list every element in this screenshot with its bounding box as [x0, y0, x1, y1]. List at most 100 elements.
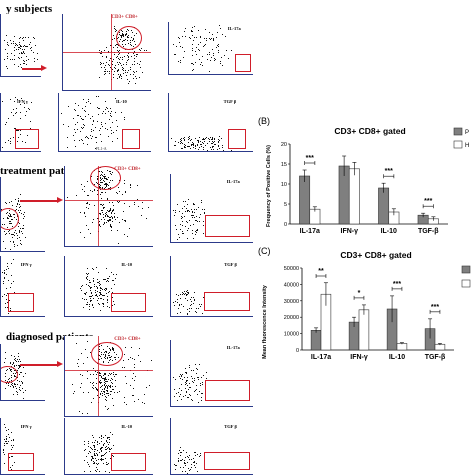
flow-event-dot: [209, 141, 210, 143]
flow-event-dot: [180, 142, 182, 144]
flow-event-dot: [121, 67, 123, 69]
flow-event-dot: [188, 137, 190, 139]
flow-event-dot: [74, 124, 76, 126]
flow-event-dot: [94, 454, 96, 456]
flow-event-dot: [66, 196, 68, 198]
flow-event-dot: [179, 387, 180, 389]
flow-event-dot: [105, 68, 107, 70]
flow-event-dot: [119, 222, 121, 224]
flow-event-dot: [108, 448, 110, 450]
flow-event-dot: [127, 59, 129, 61]
flow-event-dot: [89, 450, 91, 452]
flow-event-dot: [196, 215, 198, 217]
flow-event-dot: [98, 282, 100, 284]
flow-event-dot: [92, 190, 93, 192]
flow-event-dot: [123, 63, 125, 65]
flow-event-dot: [95, 126, 97, 128]
flow-event-dot: [205, 28, 206, 30]
flow-event-dot: [86, 136, 88, 138]
flow-event-dot: [87, 101, 89, 102]
flow-event-dot: [101, 435, 103, 437]
flow-event-dot: [111, 111, 113, 113]
flow-event-dot: [193, 296, 195, 298]
flow-event-dot: [209, 71, 211, 73]
flow-event-dot: [90, 460, 92, 462]
flow-event-dot: [112, 47, 114, 49]
flow-event-dot: [91, 402, 93, 403]
flow-event-dot: [134, 379, 136, 381]
flow-event-dot: [101, 392, 103, 394]
flow-event-dot: [187, 238, 189, 240]
flow-event-dot: [90, 446, 92, 448]
flow-event-dot: [198, 49, 200, 51]
flow-event-dot: [88, 113, 90, 115]
flow-event-dot: [222, 145, 224, 147]
flow-event-dot: [116, 192, 118, 194]
flow-event-dot: [179, 138, 181, 140]
flow-event-dot: [87, 279, 89, 281]
flow-event-dot: [116, 78, 118, 80]
flow-event-dot: [214, 138, 216, 140]
flow-event-dot: [91, 292, 93, 293]
flow-event-dot: [112, 209, 113, 211]
flow-event-dot: [110, 219, 112, 221]
flow-event-dot: [175, 229, 177, 230]
flow-event-dot: [20, 129, 21, 131]
flow-event-dot: [103, 288, 105, 290]
flow-event-dot: [18, 206, 20, 208]
flow-event-dot: [114, 380, 116, 382]
flow-event-dot: [112, 301, 114, 303]
dotplot-tgfb-2: TGF β: [170, 256, 253, 317]
flow-event-dot: [93, 445, 95, 447]
flow-event-dot: [17, 198, 19, 200]
flow-event-dot: [133, 73, 135, 75]
flow-event-dot: [5, 352, 7, 354]
flow-event-dot: [194, 466, 196, 468]
flow-event-dot: [195, 311, 197, 313]
flow-event-dot: [84, 236, 86, 238]
flow-event-dot: [102, 191, 104, 193]
flow-event-dot: [133, 204, 135, 206]
flow-event-dot: [101, 385, 103, 387]
flow-event-dot: [6, 295, 7, 297]
flow-event-dot: [98, 129, 100, 131]
flow-event-dot: [217, 141, 219, 143]
flow-event-dot: [75, 103, 77, 104]
flow-event-dot: [5, 302, 7, 304]
flow-event-dot: [16, 379, 18, 381]
flow-event-dot: [195, 51, 197, 52]
flow-event-dot: [117, 125, 119, 127]
flow-event-dot: [106, 221, 108, 223]
bar: [434, 343, 446, 351]
flow-event-dot: [197, 148, 199, 150]
dotplot-cd3-cd8-2: CD3+ CD8+: [64, 166, 153, 247]
flow-event-dot: [93, 268, 94, 270]
flow-event-dot: [190, 464, 192, 466]
quadrant-line-v: [98, 336, 100, 416]
flow-event-dot: [84, 124, 85, 126]
flow-event-dot: [96, 300, 98, 302]
dotplot-cd3-cd8-3: CD3+ CD8+: [64, 336, 153, 417]
flow-event-dot: [150, 360, 152, 361]
flow-event-dot: [97, 286, 98, 288]
flow-event-dot: [103, 462, 105, 464]
flow-event-dot: [22, 52, 24, 53]
flow-event-dot: [146, 217, 148, 219]
sig-label: **: [318, 268, 324, 275]
flow-event-dot: [13, 40, 15, 42]
flow-event-dot: [9, 137, 11, 139]
flow-event-dot: [218, 140, 220, 142]
flow-event-dot: [220, 61, 222, 63]
flow-event-dot: [14, 43, 16, 44]
flow-event-dot: [22, 59, 24, 61]
flow-event-dot: [211, 143, 213, 145]
flow-event-dot: [91, 128, 93, 130]
flow-event-dot: [94, 283, 95, 285]
flow-event-dot: [87, 275, 89, 277]
flow-event-dot: [96, 389, 98, 391]
flow-event-dot: [19, 41, 21, 43]
y-tick-label: 10000: [284, 332, 299, 338]
flow-event-dot: [17, 353, 19, 355]
flow-event-dot: [109, 209, 111, 211]
